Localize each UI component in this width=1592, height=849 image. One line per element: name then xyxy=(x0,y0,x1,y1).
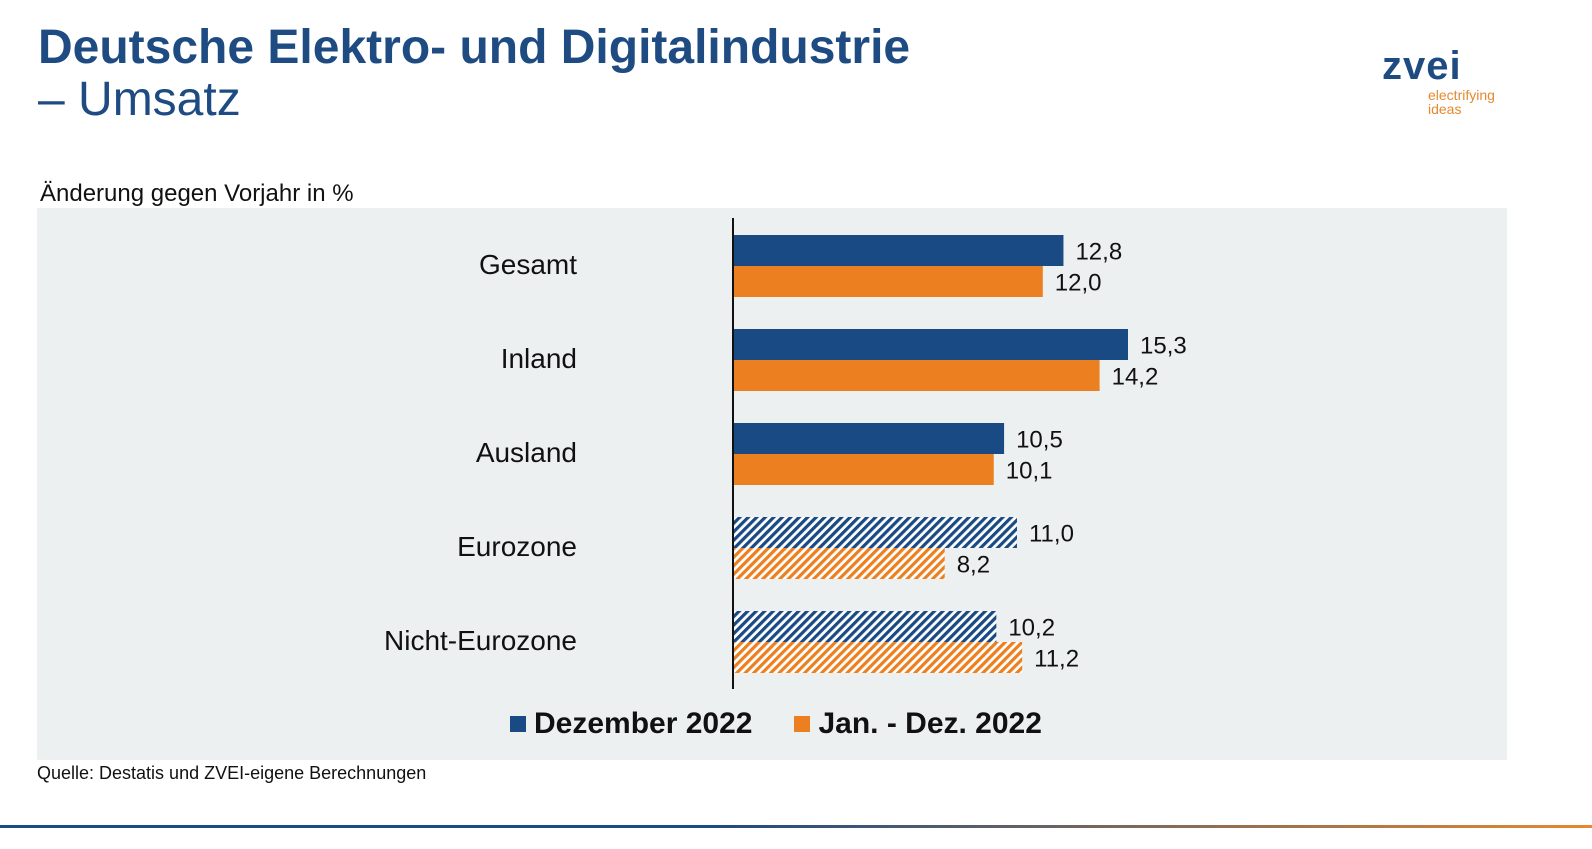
value-label-gesamt-jahr: 12,0 xyxy=(1055,270,1102,297)
bar-chart: Gesamt 12,8 12,0 Inland 15,3 14,2 Ausland 10,5 1… xyxy=(384,218,1187,689)
legend-swatch-navy xyxy=(510,716,526,732)
legend-item-dezember: Dezember 2022 xyxy=(510,707,752,741)
legend-swatch-orange xyxy=(794,716,811,732)
bar-inland-jahr xyxy=(733,360,1100,391)
bar-eurozone-dezember xyxy=(733,517,1017,548)
bar-ausland-jahr xyxy=(733,454,994,485)
footer-divider xyxy=(0,825,1592,828)
logo-tagline-line-2: ideas xyxy=(1428,101,1462,117)
value-label-nicht-eurozone-dezember: 10,2 xyxy=(1008,615,1055,642)
page-title: Deutsche Elektro- und Digitalindustrie –… xyxy=(38,22,910,126)
bar-gesamt-jahr xyxy=(733,266,1043,297)
source-note: Quelle: Destatis und ZVEI-eigene Berechn… xyxy=(37,763,427,783)
value-label-inland-jahr: 14,2 xyxy=(1112,364,1159,391)
bar-eurozone-jahr xyxy=(733,548,945,579)
value-label-eurozone-dezember: 11,0 xyxy=(1029,521,1074,548)
legend-label-jahr: Jan. - Dez. 2022 xyxy=(818,707,1042,740)
value-label-ausland-dezember: 10,5 xyxy=(1016,427,1063,454)
logo-tagline-line-1: electrifying xyxy=(1428,87,1495,103)
category-label-inland: Inland xyxy=(501,343,577,374)
legend-item-jahr: Jan. - Dez. 2022 xyxy=(794,707,1042,741)
category-label-ausland: Ausland xyxy=(476,437,577,468)
value-label-nicht-eurozone-jahr: 11,2 xyxy=(1034,646,1079,673)
bar-inland-dezember xyxy=(733,329,1128,360)
value-label-eurozone-jahr: 8,2 xyxy=(957,552,990,579)
bar-nicht-eurozone-dezember xyxy=(733,611,997,642)
value-label-inland-dezember: 15,3 xyxy=(1140,333,1187,360)
title-line-1: Deutsche Elektro- und Digitalindustrie xyxy=(38,21,911,74)
chart-legend: Dezember 2022 Jan. - Dez. 2022 xyxy=(510,706,1084,742)
legend-label-dezember: Dezember 2022 xyxy=(534,707,753,740)
value-label-ausland-jahr: 10,1 xyxy=(1006,458,1053,485)
category-label-nicht-eurozone: Nicht-Eurozone xyxy=(384,625,577,656)
logo-wordmark: zvei xyxy=(1382,44,1462,88)
chart-subtitle: Änderung gegen Vorjahr in % xyxy=(40,180,354,207)
bar-ausland-dezember xyxy=(733,423,1005,454)
chart-panel: Gesamt 12,8 12,0 Inland 15,3 14,2 Ausland 10,5 1… xyxy=(37,208,1507,760)
bar-nicht-eurozone-jahr xyxy=(733,642,1023,673)
value-label-gesamt-dezember: 12,8 xyxy=(1075,239,1122,266)
category-label-eurozone: Eurozone xyxy=(457,531,577,562)
category-label-gesamt: Gesamt xyxy=(479,249,577,280)
bar-gesamt-dezember xyxy=(733,235,1064,266)
logo-tagline: electrifying ideas xyxy=(1428,88,1528,116)
title-line-2: – Umsatz xyxy=(38,73,241,126)
